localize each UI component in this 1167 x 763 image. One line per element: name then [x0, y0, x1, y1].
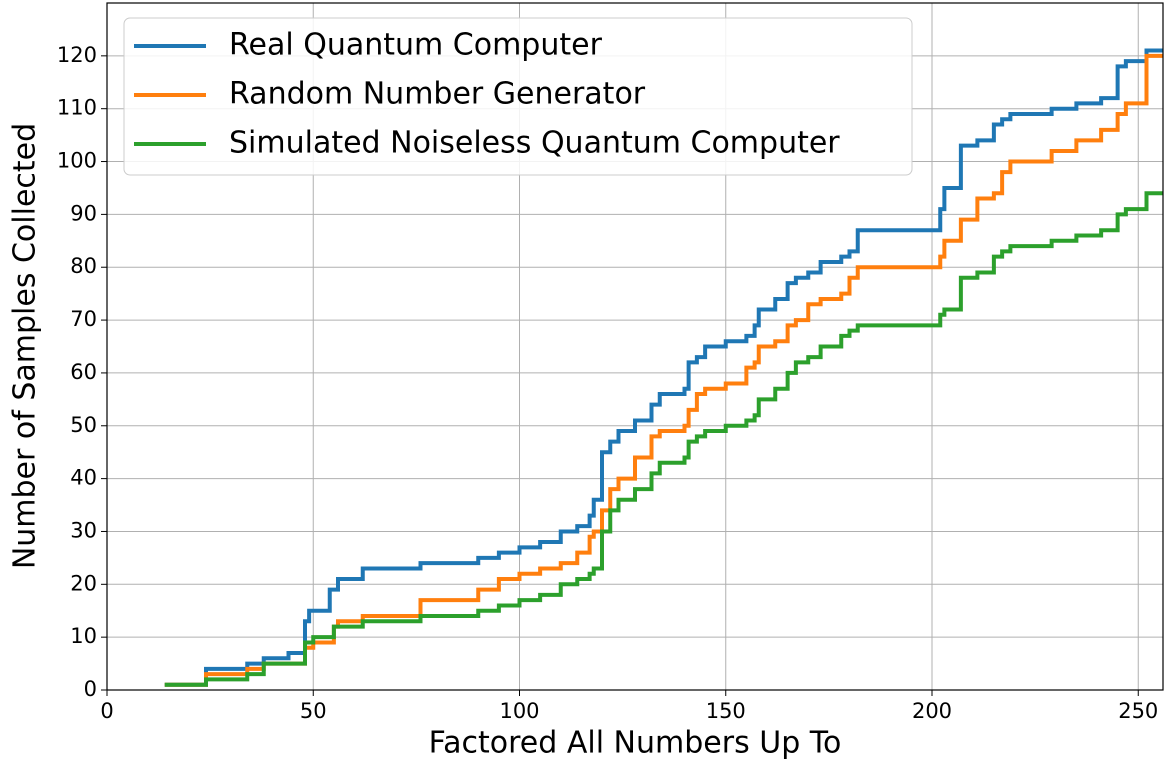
y-tick-label: 40 [70, 466, 97, 490]
x-tick-label: 50 [300, 699, 327, 723]
legend-label: Simulated Noiseless Quantum Computer [229, 126, 840, 161]
y-tick-label: 60 [70, 360, 97, 384]
legend-box [123, 17, 913, 176]
y-tick-label: 120 [57, 43, 97, 67]
y-tick-label: 20 [70, 571, 97, 595]
x-tick-label: 200 [912, 699, 952, 723]
plot-frame [106, 2, 1164, 691]
x-tick-label: 100 [499, 699, 539, 723]
legend-label: Real Quantum Computer [229, 28, 603, 63]
y-tick-label: 80 [70, 254, 97, 278]
y-tick-label: 100 [57, 149, 97, 173]
x-axis-label: Factored All Numbers Up To [429, 726, 842, 761]
y-tick-label: 90 [70, 201, 97, 225]
y-axis-label: Number of Samples Collected [8, 123, 43, 569]
x-tick-label: 250 [1118, 699, 1158, 723]
series-line [164, 48, 1163, 687]
series-line [164, 191, 1163, 687]
x-tick-label: 0 [100, 699, 113, 723]
y-tick-label: 10 [70, 624, 97, 648]
x-tick-label: 150 [706, 699, 746, 723]
y-tick-label: 30 [70, 518, 97, 542]
y-tick-label: 70 [70, 307, 97, 331]
legend-label: Random Number Generator [229, 77, 646, 112]
y-tick-label: 110 [57, 96, 97, 120]
y-tick-label: 50 [70, 413, 97, 437]
y-tick-label: 0 [84, 677, 97, 701]
